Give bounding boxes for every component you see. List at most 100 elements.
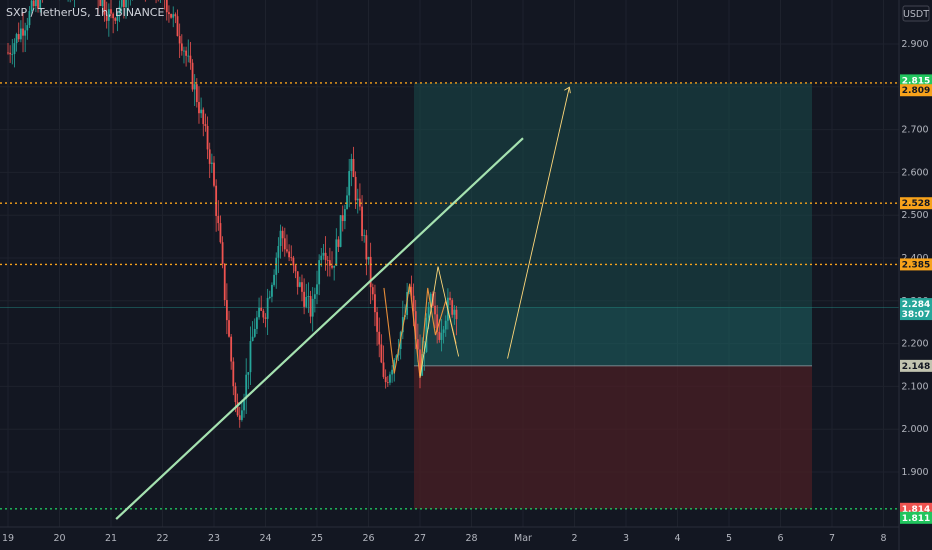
candle-body bbox=[365, 235, 368, 260]
candle-body bbox=[195, 84, 198, 103]
candle-body bbox=[378, 331, 381, 345]
trendline[interactable] bbox=[115, 137, 524, 520]
candle-body bbox=[176, 16, 179, 37]
candle-body bbox=[125, 0, 127, 8]
candle-body bbox=[200, 109, 203, 114]
candle-body bbox=[292, 257, 295, 266]
candle-body bbox=[322, 252, 325, 256]
candle-body bbox=[183, 50, 185, 52]
time-tick-label: 2 bbox=[571, 533, 577, 544]
currency-box[interactable] bbox=[902, 5, 930, 22]
candle-body bbox=[234, 386, 237, 403]
candle-body bbox=[298, 282, 301, 287]
candle-body bbox=[7, 52, 9, 54]
candle-body bbox=[256, 317, 258, 329]
candle-body bbox=[410, 286, 413, 296]
candle-body bbox=[107, 9, 110, 21]
time-axis[interactable]: 19 20 21 22 23 24 25 26 27 28 Mar 2 3 4 5 6 7 8 bbox=[0, 526, 932, 550]
candle-body bbox=[350, 158, 353, 172]
price-tick-label: 2.100 bbox=[901, 381, 928, 392]
candle-body bbox=[369, 256, 372, 288]
candle-body bbox=[17, 34, 20, 40]
candle-body bbox=[165, 0, 168, 13]
candle-body bbox=[288, 251, 291, 258]
candle-body bbox=[339, 215, 342, 247]
candle-body bbox=[352, 158, 355, 177]
candle-body bbox=[24, 30, 27, 36]
candle-body bbox=[389, 374, 391, 383]
candle-body bbox=[168, 12, 170, 15]
candle-body bbox=[273, 274, 275, 285]
candle-body bbox=[343, 209, 346, 222]
candle-body bbox=[331, 265, 333, 268]
profit-zone bbox=[414, 82, 812, 308]
candle-body bbox=[116, 12, 119, 21]
candle-body bbox=[174, 14, 177, 17]
price-tag bbox=[900, 359, 932, 372]
candle-body bbox=[341, 215, 344, 222]
candle-body bbox=[112, 13, 115, 19]
time-tick-label: 25 bbox=[311, 533, 323, 544]
candle-body bbox=[39, 0, 42, 9]
time-tick-label: 24 bbox=[259, 533, 271, 544]
candle-body bbox=[279, 230, 282, 247]
candle-body bbox=[120, 0, 123, 7]
candle-body bbox=[307, 296, 310, 297]
candle-body bbox=[384, 376, 387, 383]
time-tick-label: 5 bbox=[726, 533, 732, 544]
candle-body bbox=[30, 0, 33, 11]
time-tick-label: 19 bbox=[2, 533, 14, 544]
symbol-title[interactable]: SXP / TetherUS, 1h, BINANCE bbox=[6, 6, 165, 19]
candle-body bbox=[451, 300, 454, 315]
candle-body bbox=[286, 249, 288, 252]
price-tag bbox=[900, 258, 932, 271]
candle-body bbox=[240, 410, 243, 420]
candle-body bbox=[318, 260, 321, 285]
candle-body bbox=[313, 294, 316, 299]
candle-body bbox=[208, 149, 211, 164]
candle-body bbox=[371, 287, 374, 295]
candle-body bbox=[28, 10, 31, 26]
price-tag bbox=[900, 298, 932, 321]
trade-zones bbox=[0, 82, 899, 509]
profit-zone-filled bbox=[414, 307, 812, 366]
candle-body bbox=[219, 223, 222, 243]
candle-body bbox=[37, 0, 39, 9]
candle-body bbox=[26, 25, 29, 31]
price-tag-label: 2.815 bbox=[902, 76, 930, 86]
price-tag-label: 2.528 bbox=[902, 199, 930, 209]
price-tick-label: 2.600 bbox=[901, 167, 928, 178]
candle-body bbox=[215, 185, 218, 216]
forecast-zigzag bbox=[419, 266, 460, 378]
candle-body bbox=[236, 402, 239, 416]
candle-body bbox=[354, 176, 357, 201]
price-tick-label: 1.900 bbox=[901, 467, 928, 478]
candle-body bbox=[416, 339, 419, 350]
candle-body bbox=[118, 6, 121, 13]
candle-body bbox=[382, 362, 385, 377]
candle-body bbox=[414, 311, 417, 340]
candle-body bbox=[425, 317, 428, 352]
price-tag bbox=[900, 74, 932, 87]
candle-body bbox=[22, 28, 24, 36]
price-tag bbox=[900, 502, 932, 515]
candle-body bbox=[380, 344, 383, 363]
price-tag-label: 1.814 bbox=[902, 505, 930, 515]
time-tick-label: 3 bbox=[623, 533, 629, 544]
candle-body bbox=[251, 336, 254, 342]
candle-body bbox=[213, 162, 215, 186]
candle-body bbox=[13, 43, 16, 54]
candle-body bbox=[15, 34, 18, 44]
price-tag bbox=[900, 511, 932, 524]
candle-body bbox=[395, 355, 398, 360]
candle-body bbox=[34, 0, 37, 7]
candle-body bbox=[296, 271, 299, 287]
candle-body bbox=[268, 296, 271, 298]
candle-body bbox=[361, 206, 363, 237]
time-tick-label: 4 bbox=[674, 533, 680, 544]
candle-body bbox=[260, 307, 263, 311]
candle-body bbox=[243, 399, 245, 411]
candle-body bbox=[101, 0, 104, 7]
candle-body bbox=[262, 310, 265, 318]
